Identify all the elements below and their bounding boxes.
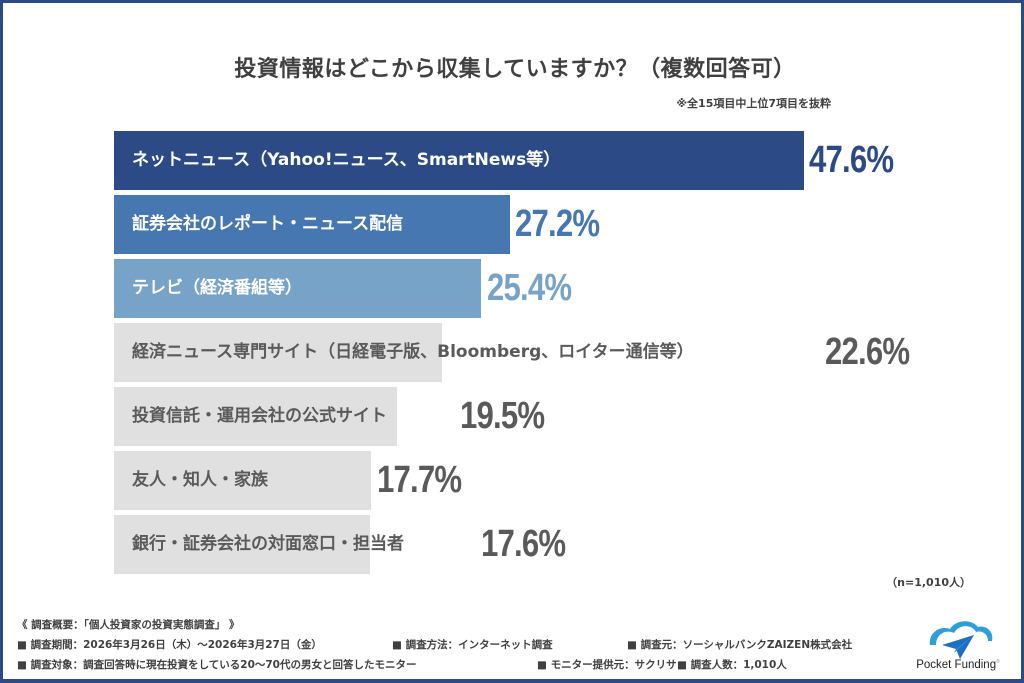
pocket-funding-logo: Pocket Funding®	[908, 615, 1008, 675]
survey-summary: 《 調査概要：「個人投資家の投資実態調査」 》 ■ 調査期間：2026年3月26…	[17, 615, 852, 675]
bar-value: 19.5%	[460, 395, 545, 437]
chart-note: ※全15項目中上位7項目を抜粋	[676, 97, 831, 110]
bar-5: 投資信託・運用会社の公式サイト	[114, 387, 397, 446]
bar-label: 証券会社のレポート・ニュース配信	[132, 214, 404, 234]
bar-3: テレビ（経済番組等）	[114, 259, 481, 318]
cloud-paper-plane-icon	[929, 621, 993, 659]
bar-value: 17.6%	[481, 523, 566, 565]
survey-period: ■ 調査期間：2026年3月26日（木）～2026年3月27日（金）	[17, 639, 322, 651]
survey-provider: ■ モニター提供元：サクリサ	[537, 659, 677, 671]
bar-2: 証券会社のレポート・ニュース配信	[114, 195, 510, 254]
bar-4: 経済ニュース専門サイト（日経電子版、Bloomberg、ロイター通信等）	[114, 323, 694, 382]
survey-method: ■ 調査方法：インターネット調査	[392, 639, 553, 651]
bar-label: 友人・知人・家族	[132, 470, 268, 490]
bar-1: ネットニュース（Yahoo!ニュース、SmartNews等）	[114, 131, 804, 190]
bar-6: 友人・知人・家族	[114, 451, 371, 510]
chart-title: 投資情報はどこから収集していますか？（複数回答可）	[234, 57, 796, 82]
survey-target: ■ 調査対象：調査回答時に現在投資をしている20～70代の男女と回答したモニター	[17, 659, 417, 671]
sample-size: （n=1,010人）	[886, 576, 971, 589]
bar-value: 22.6%	[825, 331, 910, 373]
survey-heading: 《 調査概要：「個人投資家の投資実態調査」 》	[17, 619, 240, 631]
bar-value: 47.6%	[809, 139, 894, 181]
bar-label: 銀行・証券会社の対面窓口・担当者	[132, 534, 404, 554]
bar-label: 投資信託・運用会社の公式サイト	[132, 406, 387, 426]
bar-7: 銀行・証券会社の対面窓口・担当者	[114, 515, 404, 574]
bar-value: 25.4%	[487, 267, 572, 309]
survey-count: ■ 調査人数：1,010人	[677, 659, 787, 671]
logo-text: Pocket Funding®	[916, 659, 1000, 671]
bar-label: テレビ（経済番組等）	[132, 278, 302, 298]
bar-value: 17.7%	[377, 459, 462, 501]
bar-label: 経済ニュース専門サイト（日経電子版、Bloomberg、ロイター通信等）	[132, 342, 694, 362]
bar-value: 27.2%	[515, 203, 600, 245]
bar-label: ネットニュース（Yahoo!ニュース、SmartNews等）	[132, 150, 561, 170]
survey-organizer: ■ 調査元：ソーシャルバンクZAIZEN株式会社	[627, 639, 853, 651]
